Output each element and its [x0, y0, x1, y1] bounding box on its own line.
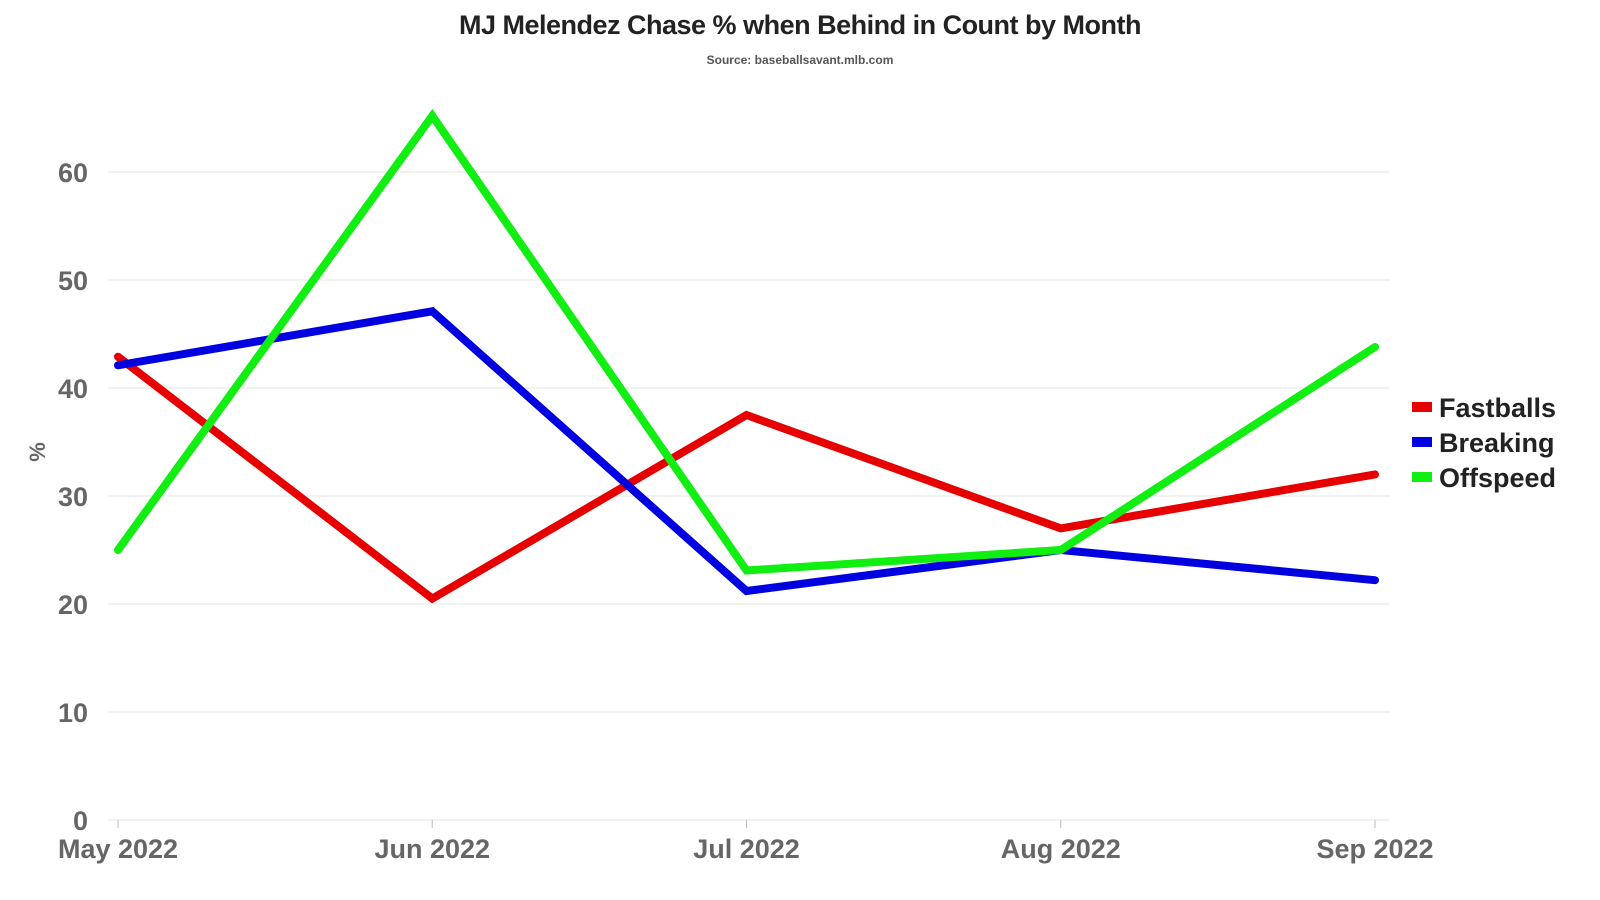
x-tick-label: Jun 2022	[374, 834, 490, 864]
y-tick-label: 60	[58, 158, 88, 188]
x-tick-label: Sep 2022	[1316, 834, 1433, 864]
y-tick-label: 30	[58, 482, 88, 512]
y-tick-label: 50	[58, 266, 88, 296]
gridlines	[108, 171, 1390, 821]
series-line-fastballs	[114, 352, 1379, 604]
y-tick-label: 40	[58, 374, 88, 404]
series-line-offspeed	[114, 108, 1379, 575]
x-axis-ticks: May 2022 Jun 2022 Jul 2022 Aug 2022 Sep 2022	[58, 820, 1434, 864]
legend-swatch	[1412, 437, 1432, 447]
x-tick-label: Aug 2022	[1001, 834, 1121, 864]
legend-swatch	[1412, 472, 1432, 482]
x-tick-label: May 2022	[58, 834, 178, 864]
legend-label: Offspeed	[1439, 463, 1556, 493]
y-tick-label: 0	[73, 806, 88, 836]
y-axis-label: %	[25, 442, 50, 462]
x-tick-label: Jul 2022	[693, 834, 800, 864]
series-lines	[114, 108, 1379, 604]
legend-swatch	[1412, 402, 1432, 412]
legend-label: Fastballs	[1439, 393, 1556, 423]
y-tick-label: 10	[58, 698, 88, 728]
chart-subtitle: Source: baseballsavant.mlb.com	[706, 53, 894, 67]
legend-label: Breaking	[1439, 428, 1555, 458]
legend: Fastballs Breaking Offspeed	[1412, 393, 1556, 493]
y-axis-ticks: 0 10 20 30 40 50 60	[58, 158, 88, 836]
chart-title: MJ Melendez Chase % when Behind in Count…	[458, 10, 1142, 40]
y-tick-label: 20	[58, 590, 88, 620]
series-line-breaking	[114, 307, 1379, 596]
